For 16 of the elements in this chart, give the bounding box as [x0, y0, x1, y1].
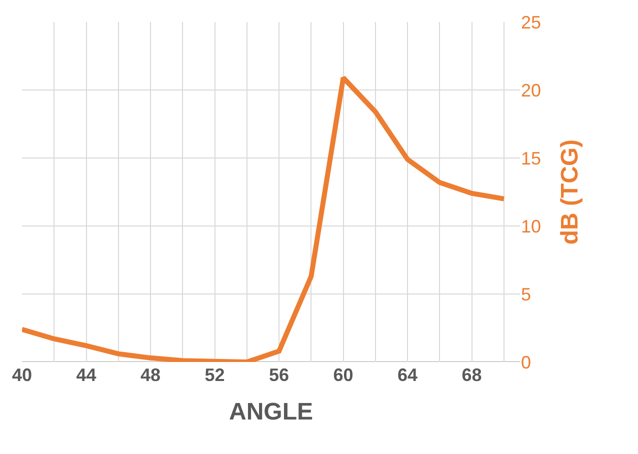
y-axis-title: dB (TCG): [556, 139, 584, 245]
y-tick-label: 25: [521, 12, 542, 32]
x-tick-label: 48: [140, 365, 161, 385]
x-tick-label: 64: [398, 365, 418, 385]
x-tick-label: 40: [12, 365, 32, 385]
y-tick-label: 0: [521, 352, 532, 372]
y-tick-label: 10: [521, 216, 542, 236]
y-tick-label: 15: [521, 148, 542, 168]
y-tick-label: 5: [521, 284, 532, 304]
x-tick-label: 44: [76, 365, 96, 385]
x-tick-label: 56: [269, 365, 290, 385]
y-tick-label: 20: [521, 80, 542, 100]
x-tick-label: 60: [333, 365, 354, 385]
x-tick-label: 52: [204, 365, 225, 385]
x-axis-title: ANGLE: [229, 398, 313, 426]
x-tick-label: 68: [462, 365, 482, 385]
